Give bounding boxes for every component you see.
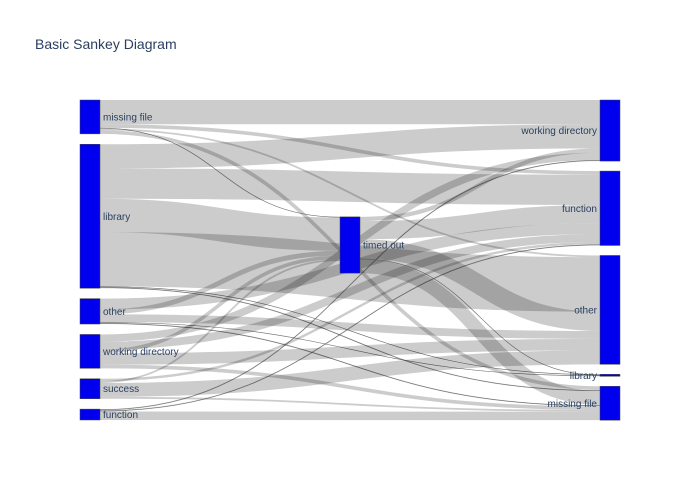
sankey-link-m_timed_out-to-r_other [359, 239, 601, 332]
sankey-link-m_timed_out-to-r_working_directory [359, 148, 601, 222]
sankey-link-edge [359, 258, 601, 376]
sankey-link-l_other-to-r_other [99, 314, 601, 339]
sankey-node-label: other [103, 307, 126, 318]
sankey-node-label: working directory [520, 126, 597, 137]
sankey-labels: missing file library other working director… [102, 112, 598, 421]
sankey-link-l_other-to-m_timed_out [99, 250, 341, 315]
sankey-link-l_library-to-r_function [99, 168, 601, 205]
sankey-node-l_working_directory [79, 334, 101, 369]
sankey-link-l_success-to-m_timed_out [99, 259, 341, 383]
sankey-link-edge [99, 286, 601, 375]
sankey-link-m_timed_out-to-r_missing_file [359, 259, 601, 406]
sankey-node-label: library [103, 212, 130, 223]
sankey-node-label: other [574, 305, 597, 316]
sankey-link-l_working_directory-to-m_timed_out [99, 255, 341, 354]
sankey-node-l_missing_file [79, 99, 101, 135]
sankey-node-r_other [599, 255, 621, 365]
sankey-node-l_function [79, 408, 101, 421]
sankey-node-label: missing file [103, 112, 153, 123]
sankey-link-edge [99, 127, 341, 218]
sankey-node-r_working_directory [599, 99, 621, 162]
sankey-link-edge [99, 244, 601, 412]
sankey-node-label: library [570, 371, 597, 382]
sankey-node-label: success [103, 384, 139, 395]
sankey-link-l_working_directory-to-r_other [99, 338, 601, 365]
sankey-link-edge [99, 287, 601, 391]
sankey-node-label: function [562, 204, 597, 215]
sankey-node-l_library [79, 144, 101, 289]
sankey-node-l_other [79, 298, 101, 325]
chart-title: Basic Sankey Diagram [35, 36, 177, 52]
sankey-link-l_library-to-m_timed_out [99, 198, 341, 251]
sankey-link-edge [99, 160, 601, 411]
sankey-link-l_success-to-r_other [99, 350, 601, 397]
sankey-node-l_success [79, 378, 101, 399]
sankey-link-l_working_directory-to-r_function [99, 233, 601, 350]
sankey-node-label: missing file [548, 399, 598, 410]
sankey-nodes [79, 99, 621, 421]
sankey-node-r_function [599, 170, 621, 246]
sankey-node-label: working directory [102, 347, 179, 358]
sankey-link-l_missing_file-to-r_other [99, 128, 601, 258]
sankey-node-m_timed_out [339, 216, 361, 274]
sankey-link-l_success-to-r_missing_file [99, 396, 601, 412]
sankey-node-label: function [103, 410, 138, 421]
sankey-link-m_timed_out-to-r_function [359, 204, 601, 240]
sankey-link-l_missing_file-to-r_function [99, 124, 601, 175]
sankey-link-edge [99, 322, 601, 377]
sankey-link-l_working_directory-to-r_missing_file [99, 364, 601, 410]
sankey-link-l_library-to-r_working_directory [99, 124, 601, 169]
sankey-node-r_library [599, 374, 621, 377]
sankey-node-label: timed out [363, 241, 404, 252]
sankey-link-l_success-to-r_function [99, 241, 601, 382]
sankey-node-r_missing_file [599, 386, 621, 421]
sankey-link-edge [99, 323, 601, 406]
